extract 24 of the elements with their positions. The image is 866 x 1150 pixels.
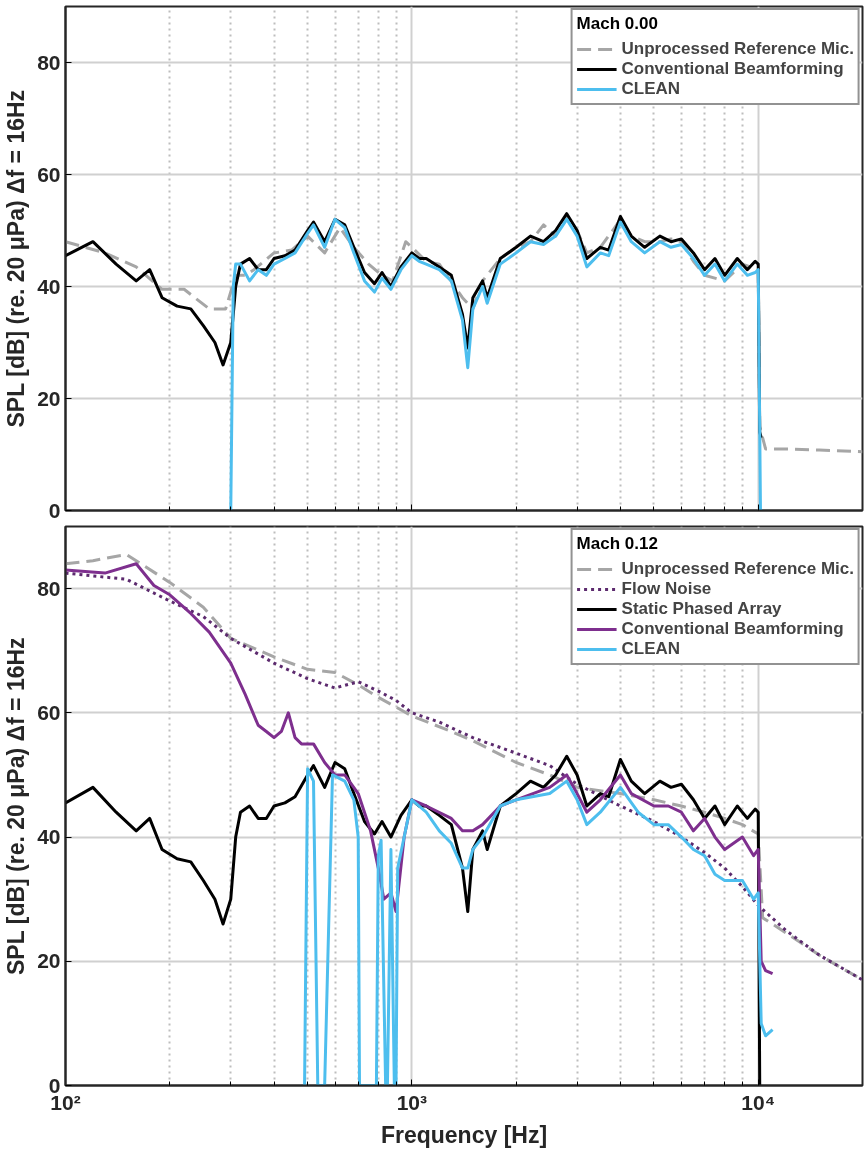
x-axis-title: Frequency [Hz] xyxy=(380,1121,548,1148)
y-tick-label: 20 xyxy=(37,949,61,973)
y-tick-label: 20 xyxy=(37,386,61,410)
y-tick-label: 60 xyxy=(37,162,61,186)
y-tick-label: 60 xyxy=(37,700,61,724)
legend-title: Mach 0.00 xyxy=(576,14,659,34)
x-tick-label: 10⁴ xyxy=(741,1090,776,1114)
y-tick-label: 0 xyxy=(48,498,61,522)
legend-label: CLEAN xyxy=(621,79,681,99)
legend-label: Unprocessed Reference Mic. xyxy=(621,39,854,59)
legend-label: Flow Noise xyxy=(621,579,712,599)
y-axis-title: SPL [dB] (re. 20 μPa) Δf = 16Hz xyxy=(3,89,30,428)
legend-label: Conventional Beamforming xyxy=(621,619,844,639)
legend-label: CLEAN xyxy=(621,639,681,659)
y-tick-label: 40 xyxy=(37,274,61,298)
legend-label: Unprocessed Reference Mic. xyxy=(621,559,854,579)
legend-label: Conventional Beamforming xyxy=(621,59,844,79)
y-tick-label: 80 xyxy=(37,50,61,74)
legend-label: Static Phased Array xyxy=(621,599,782,619)
y-tick-label: 80 xyxy=(37,576,61,600)
x-tick-label: 10³ xyxy=(396,1090,428,1114)
legend-title: Mach 0.12 xyxy=(576,534,659,554)
y-tick-label: 40 xyxy=(37,825,61,849)
y-axis-title: SPL [dB] (re. 20 μPa) Δf = 16Hz xyxy=(3,637,30,975)
